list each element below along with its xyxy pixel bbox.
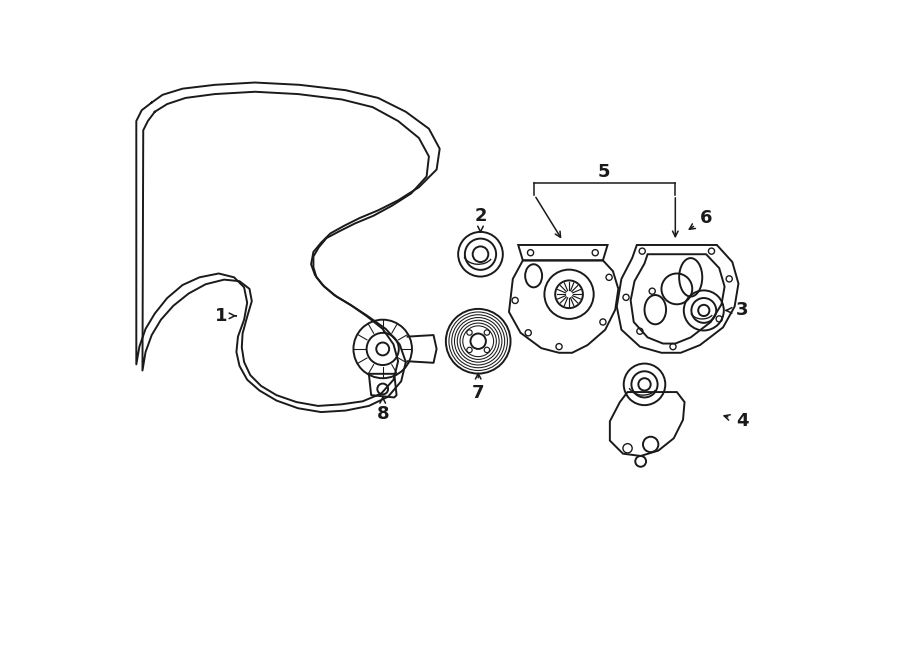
Text: 4: 4 [736,412,749,430]
Text: 8: 8 [376,404,389,422]
Text: 2: 2 [474,207,487,224]
Text: 5: 5 [598,163,610,181]
Text: 1: 1 [215,307,228,325]
Text: 3: 3 [736,301,749,320]
Text: 6: 6 [700,209,713,227]
Text: 7: 7 [472,384,484,402]
